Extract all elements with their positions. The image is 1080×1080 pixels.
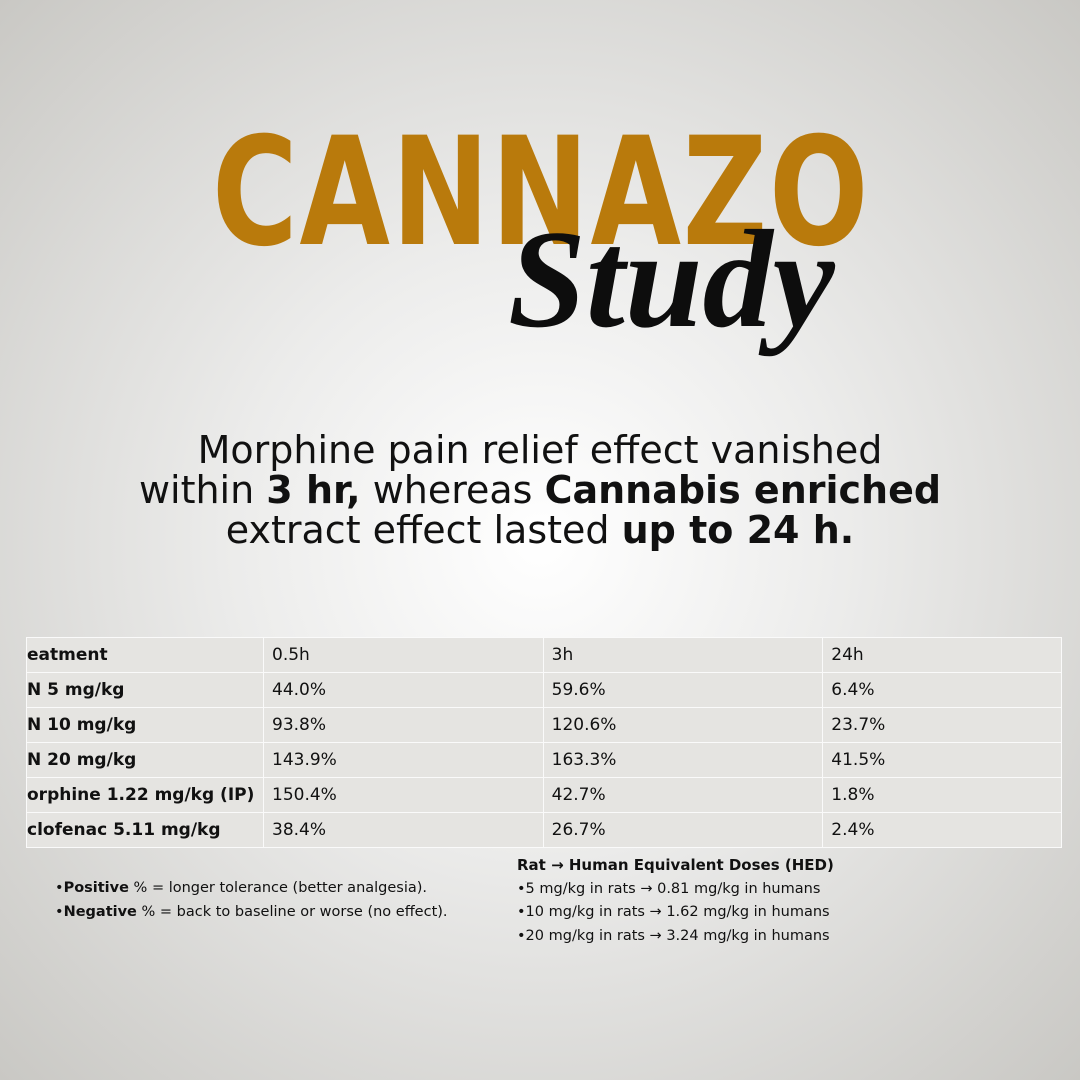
header-cell: eatment xyxy=(26,637,264,673)
header-cell: 3h xyxy=(542,637,824,673)
text-segment: • xyxy=(55,904,64,920)
text-segment: 3 hr, xyxy=(266,468,361,512)
row-label: clofenac 5.11 mg/kg xyxy=(26,812,264,848)
cell: 150.4% xyxy=(263,777,544,813)
cell: 23.7% xyxy=(822,707,1062,743)
text-segment: % = back to baseline or worse (no effect… xyxy=(136,904,448,920)
table-row: N 5 mg/kg 44.0% 59.6% 6.4% xyxy=(26,672,1062,708)
text-segment: within xyxy=(138,468,267,512)
results-table: eatment 0.5h 3h 24h N 5 mg/kg 44.0% 59.6% 6.4% N… xyxy=(26,637,1062,848)
text-segment: • xyxy=(55,880,64,896)
cell: 59.6% xyxy=(542,672,824,708)
hed-line: •10 mg/kg in rats → 1.62 mg/kg in humans xyxy=(517,904,830,920)
headline-line: extract effect lasted up to 24 h. xyxy=(0,510,1080,550)
table-row: N 20 mg/kg 143.9% 163.3% 41.5% xyxy=(26,742,1062,778)
table-row: clofenac 5.11 mg/kg 38.4% 26.7% 2.4% xyxy=(26,812,1062,848)
row-label: N 20 mg/kg xyxy=(26,742,264,778)
brand-title: CANNAZO xyxy=(212,106,871,280)
cell: 42.7% xyxy=(542,777,824,813)
headline-line: within 3 hr, whereas Cannabis enriched xyxy=(0,470,1080,510)
row-label: orphine 1.22 mg/kg (IP) xyxy=(26,777,264,813)
note-line: •Positive % = longer tolerance (better a… xyxy=(55,876,448,900)
hed-line: •5 mg/kg in rats → 0.81 mg/kg in humans xyxy=(517,880,821,897)
notes: •Positive % = longer tolerance (better a… xyxy=(55,876,448,924)
cell: 2.4% xyxy=(822,812,1062,848)
hed-line: •20 mg/kg in rats → 3.24 mg/kg in humans xyxy=(517,927,830,944)
text-segment: % = longer tolerance (better analgesia). xyxy=(128,880,428,896)
cell: 41.5% xyxy=(822,742,1062,778)
text-segment: Positive xyxy=(63,880,129,896)
row-label: N 10 mg/kg xyxy=(26,707,264,743)
text-segment: Negative xyxy=(63,904,137,920)
hed-block: Rat → Human Equivalent Doses (HED) •5 mg… xyxy=(517,854,834,948)
text-segment: Morphine pain relief effect vanished xyxy=(197,428,883,472)
cell: 143.9% xyxy=(263,742,544,778)
hed-title: Rat → Human Equivalent Doses (HED) xyxy=(517,856,834,874)
cell: 44.0% xyxy=(263,672,544,708)
header-cell: 0.5h xyxy=(263,637,544,673)
row-label: N 5 mg/kg xyxy=(26,672,264,708)
cell: 6.4% xyxy=(822,672,1062,708)
text-segment: Cannabis enriched xyxy=(544,468,942,512)
cell: 93.8% xyxy=(263,707,544,743)
table-row: orphine 1.22 mg/kg (IP) 150.4% 42.7% 1.8% xyxy=(26,777,1062,813)
text-segment: extract effect lasted xyxy=(225,508,622,552)
text-segment: whereas xyxy=(360,468,545,512)
cell: 163.3% xyxy=(542,742,824,778)
cell: 26.7% xyxy=(542,812,824,848)
cell: 38.4% xyxy=(263,812,544,848)
note-line: •Negative % = back to baseline or worse … xyxy=(55,900,448,924)
text-segment: up to 24 h. xyxy=(621,508,855,552)
headline: Morphine pain relief effect vanished with… xyxy=(0,430,1080,550)
headline-line: Morphine pain relief effect vanished xyxy=(0,430,1080,470)
table-row: N 10 mg/kg 93.8% 120.6% 23.7% xyxy=(26,707,1062,743)
table-header-row: eatment 0.5h 3h 24h xyxy=(26,637,1062,673)
cell: 120.6% xyxy=(542,707,824,743)
header-cell: 24h xyxy=(822,637,1062,673)
brand-subtitle: Study xyxy=(508,202,835,357)
cell: 1.8% xyxy=(822,777,1062,813)
